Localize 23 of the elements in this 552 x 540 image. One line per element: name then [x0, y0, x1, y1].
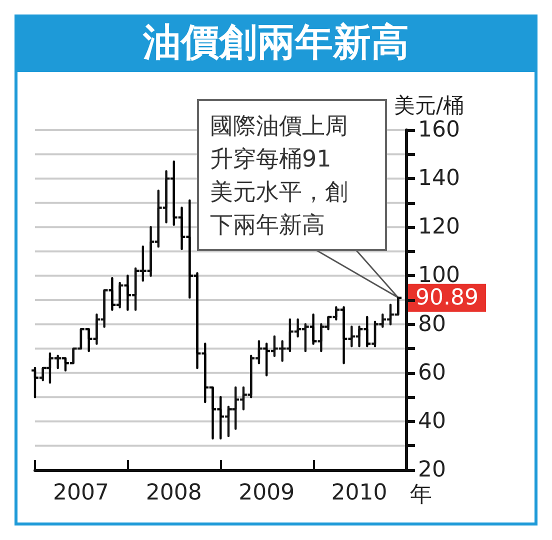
y-tick-label: 20 [418, 458, 446, 482]
y-tick-label: 160 [418, 118, 460, 142]
candlestick [308, 313, 318, 345]
chart-title: 油價創兩年新高 [142, 20, 409, 64]
x-tick-label: 2009 [238, 480, 295, 506]
y-tick-label: 80 [418, 312, 446, 337]
candlestick [123, 274, 132, 311]
candlestick [115, 282, 124, 308]
x-axis-title: 年 [410, 482, 432, 508]
y-tick-label: 120 [418, 214, 460, 240]
y-axis-title: 美元/桶 [394, 94, 464, 118]
annotation: 國際油價上周升穿每桶91美元水平，創下兩年新高 [210, 114, 348, 238]
x-tick-label: 2007 [52, 480, 109, 506]
candlestick [362, 316, 372, 348]
candlestick [262, 342, 272, 376]
x-tick-label: 2008 [146, 480, 202, 506]
candlestick [108, 277, 117, 311]
y-tick-label: 60 [418, 360, 446, 386]
x-tick-label: 2010 [331, 480, 388, 506]
candlestick [339, 306, 348, 364]
candlestick [30, 366, 40, 398]
y-tick-label: 140 [418, 166, 460, 192]
y-tick-label: 40 [418, 408, 446, 434]
